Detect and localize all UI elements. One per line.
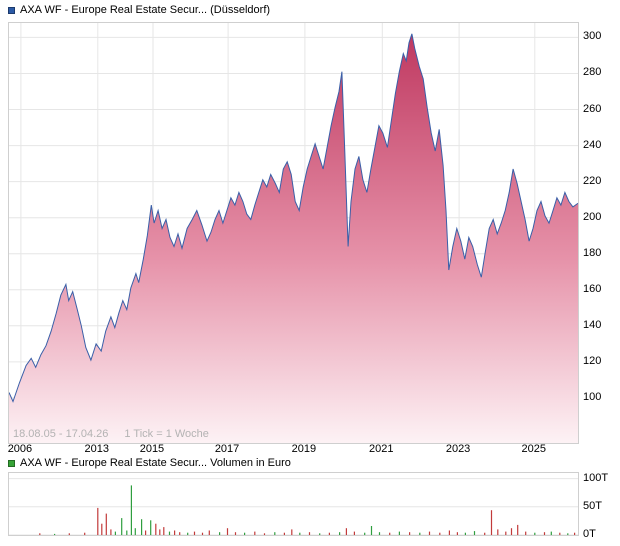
price-chart-header: AXA WF - Europe Real Estate Secur... (Dü… (8, 4, 270, 16)
volume-chart-header: AXA WF - Europe Real Estate Secur... Vol… (8, 457, 291, 469)
price-y-axis-label: 100 (583, 390, 602, 403)
date-range-label: 18.08.05 - 17.04.26 (13, 428, 109, 440)
volume-series-indicator-icon (8, 459, 15, 467)
price-y-axis-label: 240 (583, 138, 602, 151)
price-x-axis-label: 2017 (214, 443, 240, 455)
price-line (9, 33, 578, 403)
price-x-axis-label: 2025 (521, 443, 546, 455)
price-y-axis-label: 200 (583, 210, 602, 223)
price-plot-area: 18.08.05 - 17.04.26 1 Tick = 1 Woche (8, 22, 579, 444)
price-chart-title: AXA WF - Europe Real Estate Secur... (Dü… (20, 4, 271, 16)
price-y-axis-label: 220 (583, 174, 602, 187)
price-x-axis-label: 2023 (445, 443, 471, 455)
price-x-axis-label: 2006 (7, 443, 33, 455)
volume-chart-canvas (9, 478, 578, 535)
volume-y-axis-label: 50T (583, 499, 602, 512)
price-x-axis-label: 2013 (84, 443, 109, 455)
price-y-axis-label: 300 (583, 30, 602, 43)
volume-y-axis-label: 0T (583, 528, 596, 540)
price-x-axis-label: 2019 (291, 443, 317, 455)
price-x-axis-label: 2021 (369, 443, 394, 455)
tick-interval-label: 1 Tick = 1 Woche (124, 428, 209, 440)
price-y-axis-label: 260 (583, 102, 602, 115)
volume-gridlines (9, 478, 578, 535)
price-y-axis-label: 140 (583, 318, 602, 331)
price-x-axis-label: 2015 (139, 443, 165, 455)
volume-chart-title: AXA WF - Europe Real Estate Secur... Vol… (20, 457, 291, 469)
price-area-fill (9, 33, 578, 443)
price-chart-canvas (9, 23, 578, 443)
volume-bars (39, 485, 576, 535)
price-y-axis-label: 280 (583, 66, 602, 79)
period-label: 18.08.05 - 17.04.26 1 Tick = 1 Woche (13, 428, 209, 440)
price-y-axis-label: 120 (583, 354, 602, 367)
price-y-axis-label: 160 (583, 282, 602, 295)
price-y-axis-label: 180 (583, 246, 602, 259)
volume-y-axis-label: 100T (583, 471, 609, 484)
price-series-indicator-icon (8, 6, 15, 14)
volume-plot-area (8, 472, 579, 536)
